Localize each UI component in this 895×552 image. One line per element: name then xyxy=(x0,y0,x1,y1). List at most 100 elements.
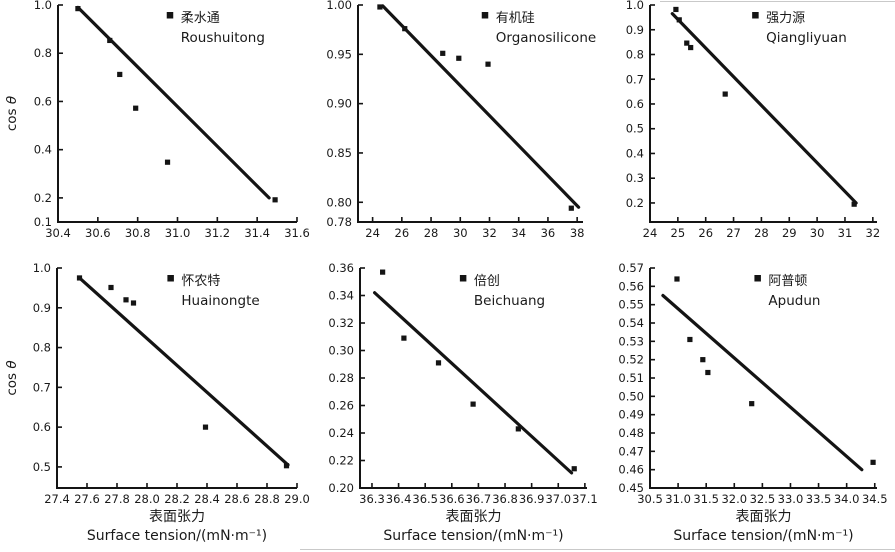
data-point xyxy=(164,159,171,165)
legend-marker-icon xyxy=(166,12,174,19)
y-tick-label: 0.8 xyxy=(33,341,51,355)
x-tick-label: 29 xyxy=(782,226,797,240)
data-point xyxy=(485,61,491,67)
x-tick-label: 32.0 xyxy=(721,492,747,506)
x-tick-label: 34 xyxy=(511,226,526,240)
x-tick-label: 28 xyxy=(424,226,439,240)
data-point xyxy=(700,357,706,363)
x-tick-label: 27.8 xyxy=(104,492,130,506)
y-tick-label: 0.46 xyxy=(618,463,644,477)
x-tick-label: 29.0 xyxy=(284,492,310,506)
y-tick-label: 0.6 xyxy=(626,97,644,111)
x-axis-title-cn: 表面张力 xyxy=(149,509,205,525)
x-tick-label: 28.4 xyxy=(194,492,220,506)
y-tick-label: 0.78 xyxy=(326,215,352,229)
y-tick-label: 0.24 xyxy=(328,426,354,440)
y-tick-label: 0.26 xyxy=(328,399,354,413)
x-axis-title-en: Surface tension/(mN·m⁻¹) xyxy=(87,528,267,544)
x-tick-label: 24 xyxy=(643,226,658,240)
x-axis-title-en: Surface tension/(mN·m⁻¹) xyxy=(383,528,563,544)
x-axis-title-cn: 表面张力 xyxy=(736,509,792,525)
y-tick-label: 0.80 xyxy=(326,195,352,209)
y-tick-label: 0.4 xyxy=(626,146,644,160)
scan-artifact-line-top xyxy=(660,1,895,2)
y-tick-label: 0.49 xyxy=(618,408,644,422)
x-tick-label: 30.8 xyxy=(125,226,151,240)
x-tick-label: 26 xyxy=(698,226,713,240)
x-tick-label: 32 xyxy=(482,226,497,240)
x-tick-label: 27 xyxy=(726,226,741,240)
x-tick-label: 36.6 xyxy=(439,492,465,506)
axis-spines xyxy=(56,268,297,489)
beichuang-chart: 36.3 36.4 36.5 36.6 36.7 36.8 36.9 37.0 37.1 0.20… xyxy=(328,261,598,544)
data-point xyxy=(108,284,114,291)
data-point xyxy=(851,201,857,207)
x-tick-label: 36.4 xyxy=(386,492,412,506)
data-point xyxy=(380,269,386,275)
legend-label-en: Organosilicone xyxy=(496,30,596,46)
data-point xyxy=(684,40,690,46)
x-tick-label: 37.0 xyxy=(545,492,571,506)
y-axis-title: cos θ xyxy=(4,360,20,395)
x-tick-label: 31.0 xyxy=(665,492,691,506)
y-tick-label: 1.0 xyxy=(626,0,644,12)
data-point xyxy=(377,4,383,10)
y-tick-label: 0.5 xyxy=(626,122,644,136)
x-tick-label: 34.0 xyxy=(834,492,860,506)
y-tick-label: 0.36 xyxy=(328,261,354,275)
y-tick-label: 0.50 xyxy=(618,389,644,403)
data-point xyxy=(568,205,574,211)
x-tick-label: 31.4 xyxy=(244,226,270,240)
y-tick-label: 0.7 xyxy=(626,72,644,86)
x-tick-label: 36 xyxy=(541,226,556,240)
y-tick-label: 0.55 xyxy=(618,298,644,312)
y-tick-label: 0.1 xyxy=(34,215,52,229)
x-tick-label: 33.5 xyxy=(806,492,832,506)
x-tick-label: 28.8 xyxy=(254,492,280,506)
data-point xyxy=(870,459,876,465)
legend-label-en: Beichuang xyxy=(474,293,545,309)
data-point xyxy=(123,297,129,303)
legend-marker-icon xyxy=(459,275,467,282)
data-point xyxy=(749,401,755,407)
x-axis-title-en: Surface tension/(mN·m⁻¹) xyxy=(673,528,853,544)
x-tick-label: 28.6 xyxy=(224,492,250,506)
x-tick-label: 31.2 xyxy=(205,226,231,240)
x-tick-label: 30.5 xyxy=(637,492,663,506)
y-tick-label: 0.34 xyxy=(328,289,354,303)
data-point xyxy=(687,336,693,343)
x-tick-label: 30 xyxy=(453,226,468,240)
x-tick-label: 31 xyxy=(838,226,853,240)
x-tick-label: 34.5 xyxy=(862,492,888,506)
qiangliyuan-chart: 24 25 26 27 28 29 30 31 32 0.2 0.3 0.4 0.5 0.6 0.7 0.8 0… xyxy=(626,0,880,240)
x-tick-label: 38 xyxy=(570,226,585,240)
y-tick-label: 0.4 xyxy=(34,143,52,157)
legend-label-cn: 柔水通 xyxy=(181,11,220,26)
huainongte-chart: 27.4 27.6 27.8 28.0 28.2 28.4 28.6 28.8 29.0 0.5 0… xyxy=(4,261,310,544)
data-point xyxy=(133,105,139,111)
fit-line xyxy=(373,291,574,475)
x-tick-label: 36.9 xyxy=(519,492,545,506)
scan-artifact-line-bottom xyxy=(300,549,895,550)
y-tick-label: 0.54 xyxy=(618,316,644,330)
x-tick-label: 28.2 xyxy=(164,492,190,506)
data-point xyxy=(456,55,462,61)
x-tick-label: 26 xyxy=(395,226,410,240)
x-tick-label: 30 xyxy=(810,226,825,240)
legend-marker-icon xyxy=(167,275,174,282)
roushuitong-chart: 30.4 30.6 30.8 31.0 31.2 31.4 31.6 0.1 0.2 0.4 0.6… xyxy=(4,0,310,240)
fit-line xyxy=(670,12,858,205)
x-tick-label: 25 xyxy=(671,226,686,240)
data-point xyxy=(571,466,577,472)
apudun-chart: 30.5 31.0 31.5 32.0 32.5 33.0 33.5 34.0 34.5 0.45… xyxy=(618,261,888,544)
y-tick-label: 0.48 xyxy=(618,426,644,440)
y-tick-label: 0.8 xyxy=(34,46,52,60)
legend-label-en: Qiangliyuan xyxy=(766,30,847,46)
x-tick-label: 37.1 xyxy=(572,492,598,506)
data-point xyxy=(688,44,694,51)
y-tick-label: 0.51 xyxy=(618,371,644,385)
y-tick-label: 0.57 xyxy=(618,261,644,275)
data-point xyxy=(440,50,446,56)
y-tick-label: 0.32 xyxy=(328,316,354,330)
